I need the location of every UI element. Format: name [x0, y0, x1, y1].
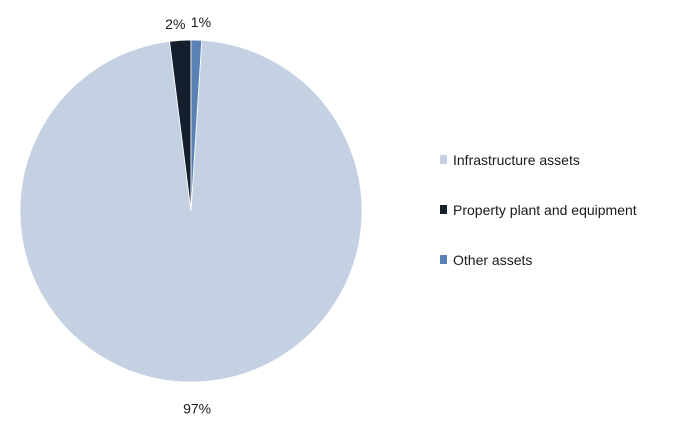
- slice-other-assets: [190, 39, 203, 212]
- pie-slices: [19, 39, 363, 383]
- legend-label-property-plant: Property plant and equipment: [453, 202, 637, 218]
- pie-labels: 97% 2% 1%: [165, 14, 211, 417]
- legend-swatch-property-plant: [440, 205, 447, 214]
- legend-label-infrastructure: Infrastructure assets: [453, 152, 580, 168]
- legend-item-other-assets: Other assets: [440, 250, 665, 270]
- legend-item-infrastructure: Infrastructure assets: [440, 150, 665, 170]
- legend-swatch-infrastructure: [440, 155, 447, 164]
- legend-item-property-plant: Property plant and equipment: [440, 200, 665, 220]
- slice-infrastructure-assets: [19, 39, 363, 383]
- legend: Infrastructure assets Property plant and…: [440, 150, 665, 300]
- legend-label-other-assets: Other assets: [453, 252, 533, 268]
- data-label-other-assets: 1%: [191, 14, 211, 30]
- data-label-property-plant: 2%: [165, 16, 185, 32]
- legend-swatch-other-assets: [440, 255, 447, 264]
- data-label-infrastructure: 97%: [183, 401, 211, 417]
